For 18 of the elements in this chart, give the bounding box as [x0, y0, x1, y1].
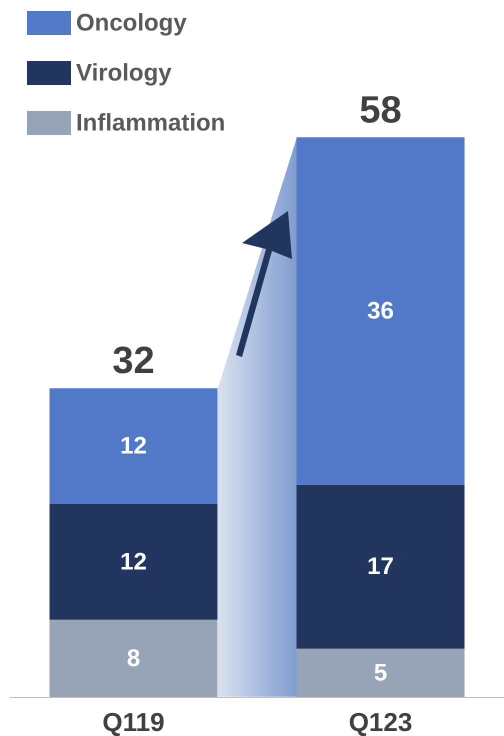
x-tick-label: Q123	[348, 707, 412, 736]
data-label: 12	[120, 432, 147, 460]
bar	[296, 648, 464, 697]
data-label: 8	[126, 644, 140, 672]
total-label: 32	[112, 340, 155, 382]
bar	[50, 620, 218, 697]
legend-label: Inflammation	[76, 110, 226, 136]
x-tick-label: Q119	[102, 707, 165, 736]
data-label: 17	[367, 553, 394, 580]
total-label: 58	[359, 89, 402, 132]
data-label: 5	[374, 659, 388, 686]
bar	[296, 484, 464, 649]
bar	[50, 504, 218, 620]
data-label: 36	[367, 298, 394, 324]
data-label: 12	[120, 548, 147, 576]
legend-label: Virology	[76, 60, 172, 86]
bar	[50, 388, 218, 504]
legend-label: Oncology	[76, 10, 188, 36]
